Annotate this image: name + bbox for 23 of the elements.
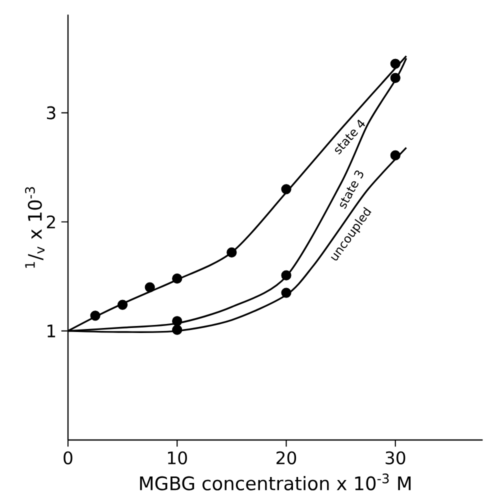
point [172, 274, 182, 284]
point [281, 184, 292, 194]
x-tick-label: 10 [168, 451, 187, 464]
x-axis-title: MGBG concentration x 10$^{-3}$ M [140, 474, 411, 490]
point [390, 58, 400, 69]
point [390, 150, 400, 160]
point [144, 282, 155, 292]
x-tick-label: 0 [64, 451, 72, 464]
y-axis-title: $^{1}$/$_{v}$ x 10$^{-3}$ [25, 187, 45, 268]
point [172, 324, 182, 335]
y-tick-label: 2 [46, 215, 55, 228]
y-tick-label: 1 [48, 324, 56, 338]
point [226, 247, 237, 258]
point [281, 270, 292, 280]
point [118, 300, 128, 310]
point [281, 288, 292, 298]
point [172, 316, 182, 326]
x-tick-label: 20 [276, 451, 296, 464]
y-tick-label: 3 [46, 106, 56, 120]
text: state 3 [340, 170, 364, 209]
point [90, 310, 100, 321]
x-tick-label: 30 [386, 451, 406, 464]
point [390, 72, 400, 83]
